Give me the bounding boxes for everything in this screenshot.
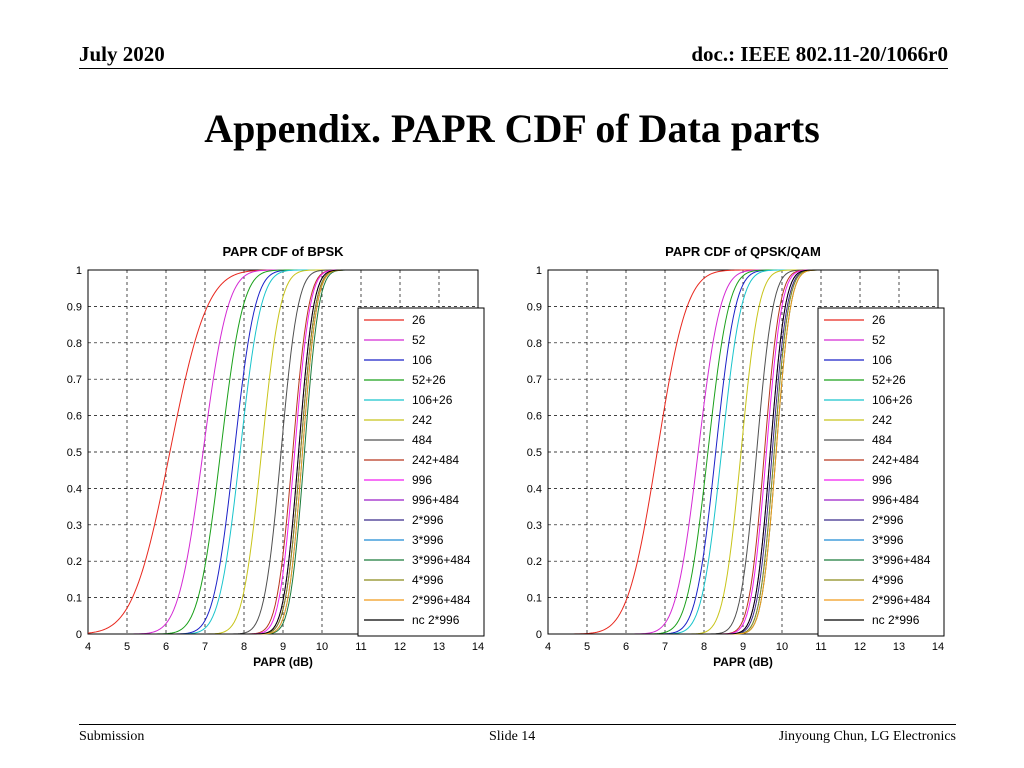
y-tick-label: 0 (536, 629, 542, 641)
series-line (88, 269, 478, 635)
y-tick-label: 0.9 (527, 301, 542, 313)
legend-entry: 52+26 (412, 373, 446, 387)
chart-title: PAPR CDF of QPSK/QAM (665, 244, 821, 259)
y-tick-label: 0.8 (527, 338, 542, 350)
legend-entry: 484 (412, 433, 432, 447)
y-tick-label: 1 (536, 265, 542, 277)
legend-entry: 106 (872, 353, 892, 367)
y-tick-label: 0.4 (527, 483, 542, 495)
y-tick-label: 0.5 (67, 447, 82, 459)
x-tick-label: 7 (202, 641, 208, 653)
x-tick-label: 12 (854, 641, 866, 653)
footer-slide-number: Slide 14 (489, 729, 536, 744)
footer-submission: Submission (79, 729, 145, 744)
header-rule (79, 68, 948, 69)
legend-entry: 106+26 (872, 393, 913, 407)
y-tick-label: 0.6 (67, 411, 82, 423)
y-tick-label: 0.3 (67, 520, 82, 532)
x-tick-label: 13 (433, 641, 445, 653)
x-tick-label: 9 (280, 641, 286, 653)
y-tick-label: 0.1 (527, 593, 542, 605)
qpsk-qam-chart: PAPR CDF of QPSK/QAM 4 5 6 7 8 9 10 11 12 13 14 0 0.1… (500, 236, 960, 686)
legend-entry: 3*996 (412, 533, 444, 547)
legend-entry: 52 (412, 333, 426, 347)
x-tick-label: 11 (815, 641, 826, 653)
y-tick-label: 0.2 (527, 556, 542, 568)
legend-entry: 106+26 (412, 393, 453, 407)
x-tick-label: 12 (394, 641, 406, 653)
y-tick-label: 0.7 (527, 374, 542, 386)
legend-entry: 242+484 (872, 453, 919, 467)
x-tick-label: 10 (776, 641, 788, 653)
legend-entry: 996 (872, 473, 892, 487)
bpsk-chart-svg: PAPR CDF of BPSK 4 5 6 7 8 9 10 11 12 13 14 0 0.1 0.2 0… (67, 244, 485, 669)
y-tick-label: 0.1 (67, 593, 82, 605)
header-doc-id: doc.: IEEE 802.11-20/1066r0 (691, 42, 948, 66)
x-tick-label: 14 (932, 641, 944, 653)
legend-entry: 3*996+484 (872, 553, 931, 567)
y-tick-label: 0 (76, 629, 82, 641)
x-tick-label: 6 (163, 641, 169, 653)
legend-entry: 26 (872, 313, 886, 327)
x-tick-label: 4 (545, 641, 551, 653)
x-tick-label: 8 (701, 641, 707, 653)
x-axis-label: PAPR (dB) (713, 655, 773, 669)
legend-entry: 106 (412, 353, 432, 367)
footer-rule (79, 724, 956, 725)
legend-entry: 2*996+484 (412, 593, 471, 607)
legend-entry: 2*996+484 (872, 593, 931, 607)
x-tick-label: 14 (472, 641, 484, 653)
legend-entry: 3*996 (872, 533, 904, 547)
legend-entry: 484 (872, 433, 892, 447)
header-date: July 2020 (79, 42, 165, 66)
legend-entry: 2*996 (412, 513, 444, 527)
legend-entry: 242 (872, 413, 892, 427)
x-tick-label: 9 (740, 641, 746, 653)
y-tick-label: 0.4 (67, 483, 82, 495)
x-tick-label: 11 (355, 641, 366, 653)
y-tick-label: 0.7 (67, 374, 82, 386)
legend-entry: nc 2*996 (412, 613, 460, 627)
y-tick-label: 0.2 (67, 556, 82, 568)
y-tick-label: 1 (76, 265, 82, 277)
x-tick-label: 6 (623, 641, 629, 653)
bpsk-chart: PAPR CDF of BPSK 4 5 6 7 8 9 10 11 12 13 14 0 0.1 0.2 0… (40, 236, 500, 686)
x-tick-label: 4 (85, 641, 91, 653)
legend-box (817, 307, 945, 637)
x-tick-label: 5 (124, 641, 130, 653)
chart-title: PAPR CDF of BPSK (222, 244, 344, 259)
y-tick-label: 0.3 (527, 520, 542, 532)
legend-entry: nc 2*996 (872, 613, 920, 627)
slide-title: Appendix. PAPR CDF of Data parts (204, 106, 820, 151)
legend-entry: 52 (872, 333, 886, 347)
legend-entry: 26 (412, 313, 426, 327)
legend-entry: 996 (412, 473, 432, 487)
legend-entry: 52+26 (872, 373, 906, 387)
qpsk-qam-chart-svg: PAPR CDF of QPSK/QAM 4 5 6 7 8 9 10 11 12 13 14 0 0.1… (527, 244, 945, 669)
y-tick-label: 0.6 (527, 411, 542, 423)
legend-entry: 242 (412, 413, 432, 427)
x-tick-label: 8 (241, 641, 247, 653)
legend-entry: 3*996+484 (412, 553, 471, 567)
legend-box (357, 307, 485, 637)
y-tick-label: 0.9 (67, 301, 82, 313)
x-tick-label: 5 (584, 641, 590, 653)
y-tick-label: 0.5 (527, 447, 542, 459)
series-line (548, 269, 938, 635)
footer-author: Jinyoung Chun, LG Electronics (778, 729, 956, 744)
x-tick-label: 13 (893, 641, 905, 653)
legend-entry: 4*996 (872, 573, 904, 587)
legend-entry: 996+484 (872, 493, 919, 507)
legend-entry: 2*996 (872, 513, 904, 527)
legend-entry: 996+484 (412, 493, 459, 507)
y-tick-label: 0.8 (67, 338, 82, 350)
legend-entry: 242+484 (412, 453, 459, 467)
x-tick-label: 7 (662, 641, 668, 653)
x-tick-label: 10 (316, 641, 328, 653)
x-axis-label: PAPR (dB) (253, 655, 313, 669)
legend-entry: 4*996 (412, 573, 444, 587)
